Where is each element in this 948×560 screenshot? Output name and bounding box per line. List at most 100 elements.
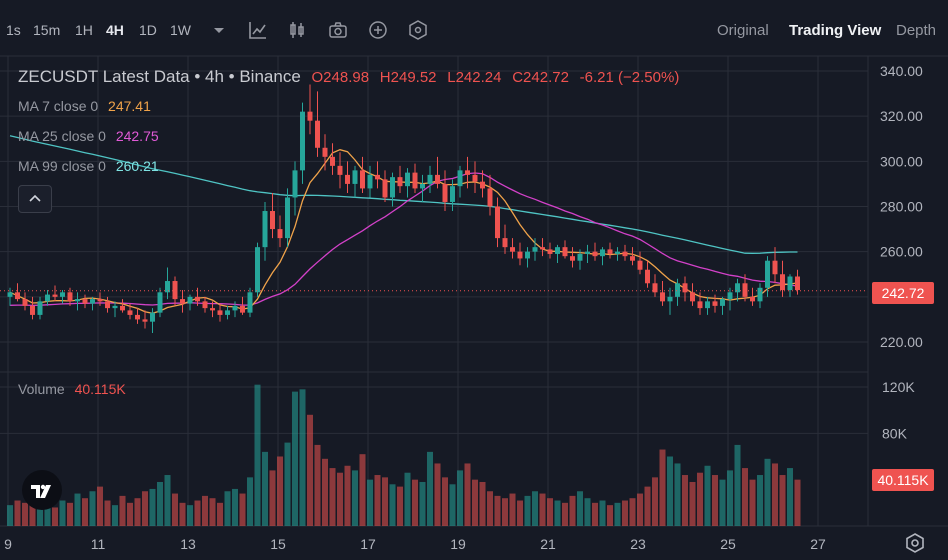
legend-ma25[interactable]: MA 25 close 0 242.75: [18, 128, 159, 144]
volume-bar: [89, 491, 96, 526]
volume-bar: [149, 488, 156, 526]
candle-body: [285, 197, 290, 239]
volume-bar: [727, 470, 733, 526]
time-tick-label: 15: [270, 536, 286, 552]
volume-bar: [629, 498, 636, 526]
plus-circle-icon[interactable]: [367, 19, 389, 41]
chevron-down-icon[interactable]: [208, 19, 230, 41]
volume-bar: [412, 479, 418, 526]
interval-1d[interactable]: 1D: [139, 22, 157, 38]
volume-bar: [277, 456, 283, 526]
candle-body: [360, 170, 365, 189]
interval-1w[interactable]: 1W: [170, 22, 191, 38]
candle-body: [600, 249, 605, 257]
candle-body: [15, 292, 20, 300]
candle-body: [472, 174, 478, 182]
candle-body: [742, 283, 748, 297]
volume-bar: [299, 389, 306, 526]
candle-body: [630, 256, 635, 261]
ma99-value: 260.21: [115, 158, 159, 174]
volume-bar: [472, 479, 478, 526]
time-tick-label: 11: [91, 536, 106, 552]
candle-body: [300, 111, 305, 171]
volume-bar: [524, 495, 531, 526]
volume-bar: [667, 456, 673, 526]
volume-bar: [772, 463, 778, 526]
volume-bar: [547, 498, 553, 526]
volume-bar: [359, 454, 366, 526]
legend-ma7[interactable]: MA 7 close 0 247.41: [18, 98, 151, 114]
ma25-line: [9, 172, 798, 307]
candle-body: [525, 251, 530, 259]
candle-body: [765, 260, 770, 288]
candle-body: [157, 292, 163, 313]
symbol-title: ZECUSDT Latest Data • 4h • Binance: [18, 67, 301, 86]
collapse-legend-button[interactable]: [18, 185, 52, 213]
candle-body: [480, 181, 485, 189]
volume-bar: [442, 477, 448, 526]
volume-bar: [307, 414, 313, 526]
candle-body: [247, 292, 253, 313]
volume-bar: [584, 498, 591, 526]
chart-settings-icon[interactable]: [903, 531, 927, 555]
volume-bar: [562, 502, 568, 526]
candle-body: [120, 305, 125, 311]
candle-body: [82, 299, 88, 304]
volume-tick-label: 80K: [882, 425, 908, 441]
indicator-line-icon[interactable]: [247, 19, 269, 41]
candle-body: [667, 296, 673, 302]
volume-bar: [172, 493, 178, 526]
volume-bar: [254, 384, 261, 526]
volume-bar: [622, 500, 628, 526]
interval-1h[interactable]: 1H: [75, 22, 93, 38]
ma7-value: 247.41: [108, 98, 151, 114]
candle-body: [772, 260, 778, 275]
legend-ma99[interactable]: MA 99 close 0 260.21: [18, 158, 159, 174]
price-tick-label: 280.00: [880, 199, 923, 215]
volume-bar: [232, 488, 238, 526]
volume-bar: [224, 491, 231, 526]
volume-bar: [142, 491, 148, 526]
ma25-label: MA 25 close 0: [18, 128, 106, 144]
volume-bar: [217, 502, 223, 526]
time-tick-label: 25: [720, 536, 736, 552]
candle-body: [652, 283, 658, 293]
volume-bar: [239, 493, 246, 526]
candle-body: [105, 301, 110, 309]
candle-body: [450, 186, 455, 202]
volume-bar: [14, 500, 21, 526]
volume-bar: [59, 500, 66, 526]
volume-bar: [67, 502, 73, 526]
candle-body: [135, 314, 140, 320]
volume-bar: [404, 472, 411, 526]
candle-body: [727, 292, 733, 300]
tab-depth[interactable]: Depth: [896, 22, 937, 39]
candle-body: [22, 299, 28, 306]
interval-4h[interactable]: 4H: [106, 22, 124, 38]
hexagon-settings-icon[interactable]: [407, 19, 429, 41]
candle-body: [697, 301, 703, 309]
tab-original[interactable]: Original: [717, 22, 769, 39]
volume-bar: [419, 481, 426, 526]
interval-15m[interactable]: 15m: [33, 22, 61, 38]
candle-type-icon[interactable]: [286, 19, 308, 41]
candle-body: [97, 299, 103, 302]
candle-body: [735, 283, 740, 293]
volume-bar: [659, 449, 666, 526]
candle-body: [315, 120, 320, 148]
camera-icon[interactable]: [327, 19, 349, 41]
interval-1s[interactable]: 1s: [6, 22, 21, 38]
tab-trading-view[interactable]: Trading View: [789, 22, 882, 39]
price-tick-label: 300.00: [880, 153, 923, 169]
legend-volume[interactable]: Volume 40.115K: [18, 381, 126, 397]
candle-body: [570, 256, 575, 261]
candle-body: [757, 287, 763, 302]
candle-body: [427, 174, 433, 184]
candle-body: [232, 305, 238, 311]
last-price-tag: 242.72: [872, 282, 934, 304]
candle-body: [255, 247, 260, 293]
candle-body: [127, 310, 133, 315]
ma99-line: [9, 135, 798, 254]
